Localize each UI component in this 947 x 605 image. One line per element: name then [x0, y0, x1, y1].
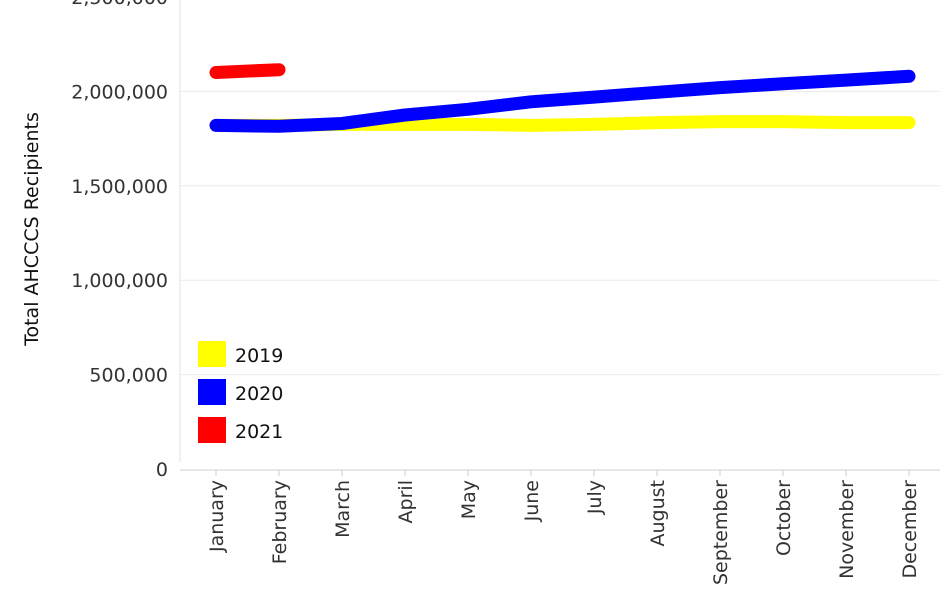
- series-line-2020: [209, 69, 916, 133]
- legend-label-2019: 2019: [235, 345, 283, 367]
- x-tick-label: June: [521, 480, 543, 522]
- x-tick-label: November: [836, 480, 858, 579]
- series-lines: [209, 63, 916, 133]
- x-tick-label: October: [773, 480, 795, 556]
- x-tick-label: July: [584, 480, 606, 515]
- x-tick-label: May: [458, 480, 480, 519]
- y-tick-label: 2,000,000: [71, 81, 168, 103]
- y-tick-label: 0: [156, 459, 168, 481]
- x-tick-label: January: [206, 480, 228, 553]
- x-tick-label: February: [269, 480, 291, 564]
- legend-swatch-2019: [198, 341, 226, 367]
- x-tick-labels: January February March April May June July Augu…: [206, 480, 921, 585]
- y-axis-label: Total AHCCCS Recipients: [21, 112, 43, 347]
- x-tick-label: December: [899, 480, 921, 579]
- x-tick-label: September: [710, 480, 732, 585]
- x-tick-label: August: [647, 480, 669, 547]
- gridlines: [180, 90, 940, 376]
- axes: [179, 0, 940, 476]
- y-tick-label: 1,500,000: [71, 176, 168, 198]
- y-tick-label: 2,500,000: [71, 0, 168, 9]
- legend-swatch-2020: [198, 379, 226, 405]
- y-tick-label: 1,000,000: [71, 270, 168, 292]
- series-line-2021: [209, 63, 286, 79]
- legend-swatch-2021: [198, 417, 226, 443]
- y-tick-label: 500,000: [89, 365, 168, 387]
- x-tick-label: March: [332, 480, 354, 538]
- y-tick-labels: 0 500,000 1,000,000 1,500,000 2,000,000 2,500…: [71, 0, 168, 481]
- x-tick-label: April: [395, 480, 417, 523]
- legend-label-2020: 2020: [235, 383, 283, 405]
- legend: 2019 2020 2021: [198, 341, 283, 443]
- legend-label-2021: 2021: [235, 421, 283, 443]
